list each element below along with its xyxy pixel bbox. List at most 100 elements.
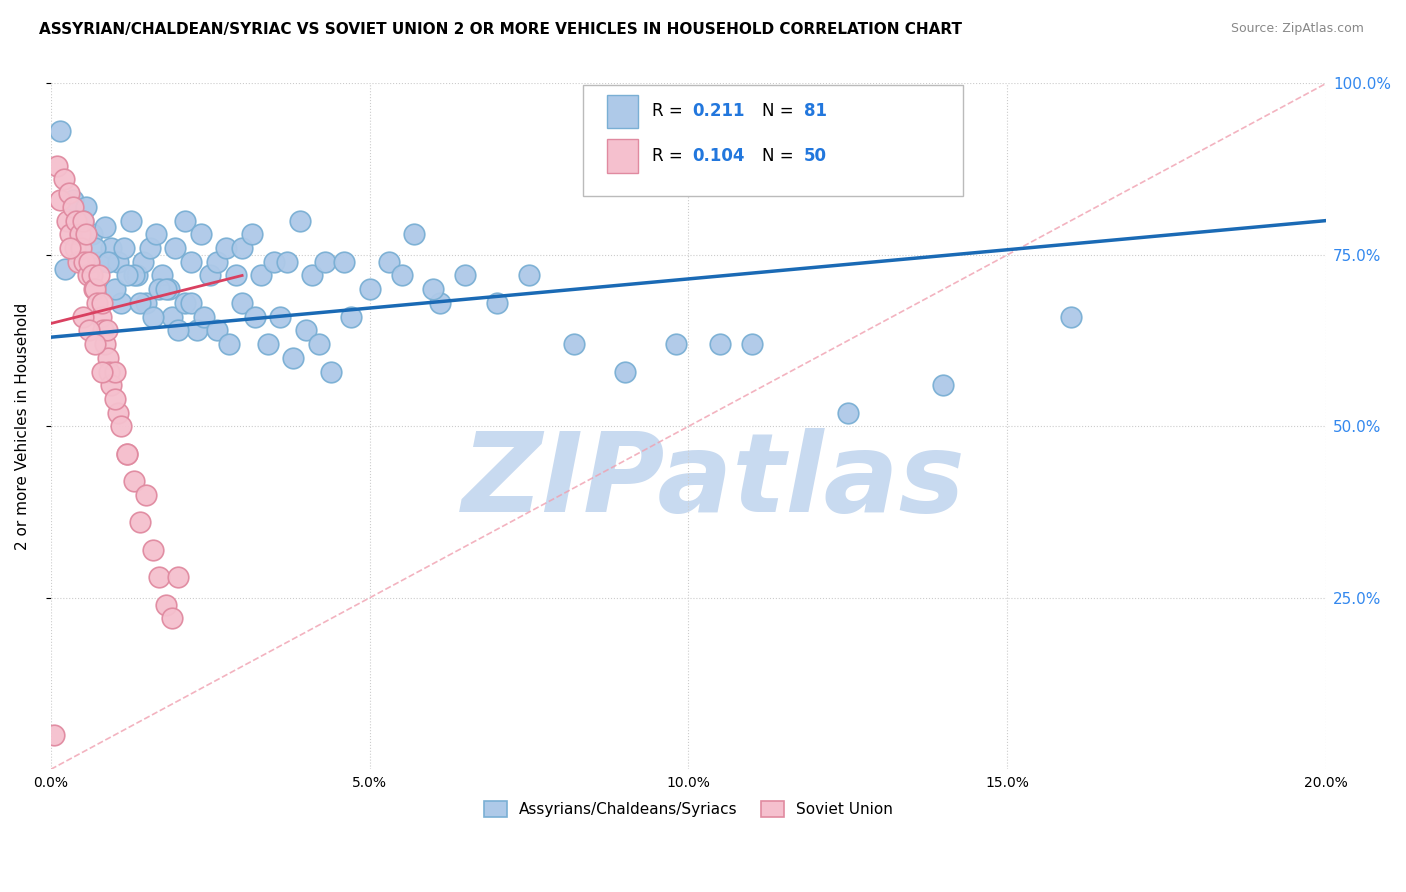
Point [613, 364, 636, 378]
Point [59, 227, 82, 242]
Point [104, 282, 127, 296]
Point [129, 296, 152, 310]
Text: N =: N = [762, 103, 799, 120]
Point [276, 254, 298, 268]
Legend: Assyrians/Chaldeans/Syriacs, Soviet Union: Assyrians/Chaldeans/Syriacs, Soviet Unio… [478, 795, 898, 823]
Point [66, 254, 89, 268]
Point [120, 213, 142, 227]
Point [100, 241, 122, 255]
Point [205, 254, 228, 268]
Point [59, 241, 82, 255]
Point [486, 296, 509, 310]
Point [1060, 310, 1083, 324]
Point [142, 310, 165, 324]
Point [517, 268, 540, 283]
Point [231, 241, 253, 255]
Point [96, 323, 118, 337]
Point [49, 193, 72, 207]
Point [83, 282, 105, 296]
Point [186, 323, 208, 337]
Point [167, 570, 190, 584]
Point [269, 310, 291, 324]
Point [145, 227, 167, 242]
Point [165, 241, 187, 255]
Point [288, 213, 311, 227]
Point [135, 488, 157, 502]
Point [180, 296, 202, 310]
Point [110, 419, 132, 434]
Point [167, 323, 190, 337]
Point [454, 268, 477, 283]
Point [132, 254, 155, 268]
Point [75, 227, 97, 242]
Point [98, 364, 121, 378]
Text: R =: R = [652, 103, 689, 120]
Point [91, 323, 114, 337]
Point [62, 193, 84, 207]
Point [82, 227, 104, 242]
Point [155, 282, 177, 296]
Point [256, 337, 278, 351]
Point [148, 282, 170, 296]
Point [122, 268, 145, 283]
Point [104, 364, 127, 378]
Point [741, 337, 763, 351]
Point [250, 268, 273, 283]
Point [359, 282, 381, 296]
Point [75, 200, 97, 214]
Text: ZIPatlas: ZIPatlas [463, 428, 966, 534]
Point [422, 282, 444, 296]
Point [148, 570, 170, 584]
Point [709, 337, 731, 351]
Point [157, 282, 180, 296]
Point [84, 282, 107, 296]
Point [231, 296, 253, 310]
Point [404, 227, 426, 242]
Point [125, 268, 148, 283]
Point [110, 296, 132, 310]
Text: 81: 81 [804, 103, 827, 120]
Point [243, 310, 266, 324]
Point [84, 241, 107, 255]
Point [86, 296, 108, 310]
Point [63, 241, 86, 255]
Point [72, 213, 94, 227]
Point [117, 268, 139, 283]
Point [87, 268, 110, 283]
Point [69, 227, 91, 242]
Point [73, 254, 96, 268]
Point [138, 241, 160, 255]
Point [391, 268, 413, 283]
Point [46, 159, 69, 173]
Point [90, 296, 112, 310]
Point [76, 268, 98, 283]
Point [104, 392, 127, 406]
Point [97, 351, 120, 365]
Point [155, 598, 177, 612]
Point [562, 337, 585, 351]
Point [160, 310, 183, 324]
Point [142, 542, 165, 557]
Point [94, 220, 117, 235]
Point [218, 337, 240, 351]
Point [200, 268, 222, 283]
Point [135, 296, 157, 310]
Text: 50: 50 [804, 147, 827, 165]
Point [339, 310, 361, 324]
Point [49, 124, 72, 138]
Point [193, 310, 215, 324]
Point [308, 337, 330, 351]
Point [281, 351, 304, 365]
Point [314, 254, 336, 268]
Point [77, 323, 100, 337]
Point [301, 268, 323, 283]
Point [129, 516, 152, 530]
Text: 0.211: 0.211 [692, 103, 744, 120]
Point [52, 172, 75, 186]
Point [932, 378, 955, 392]
Point [72, 213, 94, 227]
Point [53, 261, 76, 276]
Point [100, 378, 122, 392]
Point [77, 254, 100, 268]
Point [122, 475, 145, 489]
